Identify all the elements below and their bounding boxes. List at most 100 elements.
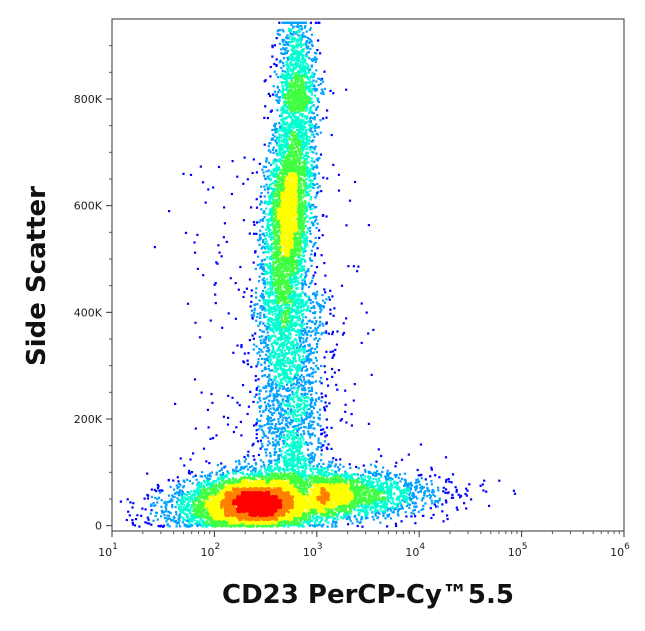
event-dot xyxy=(292,33,295,36)
event-dot xyxy=(271,414,274,417)
event-dot xyxy=(276,168,279,171)
event-dot xyxy=(309,146,313,149)
event-dot xyxy=(317,302,320,306)
event-dot xyxy=(240,467,243,470)
event-dot xyxy=(280,343,283,346)
event-dot xyxy=(360,302,363,305)
event-dot xyxy=(300,374,303,377)
event-dot xyxy=(284,454,287,458)
event-dot xyxy=(278,307,281,310)
event-dot xyxy=(254,332,257,335)
event-dot xyxy=(295,44,298,47)
event-dot xyxy=(285,370,288,373)
event-dot xyxy=(272,356,275,359)
event-dot xyxy=(243,455,246,459)
event-dot xyxy=(275,164,278,167)
event-dot xyxy=(304,426,307,429)
event-dot xyxy=(253,467,256,470)
event-dot xyxy=(290,111,293,114)
event-dot xyxy=(386,500,390,503)
event-dot xyxy=(275,64,278,67)
event-dot xyxy=(255,345,258,348)
event-dot xyxy=(305,71,308,74)
event-dot xyxy=(184,524,187,527)
event-dot xyxy=(308,374,311,377)
event-dot xyxy=(306,85,309,89)
event-dot xyxy=(232,468,235,471)
event-dot xyxy=(296,40,299,43)
event-dot xyxy=(225,475,228,478)
event-dot xyxy=(291,383,294,386)
event-dot xyxy=(275,353,278,356)
event-dot xyxy=(356,270,359,273)
event-dot xyxy=(321,80,325,83)
event-dot xyxy=(261,278,264,281)
event-dot xyxy=(264,301,267,304)
event-dot xyxy=(269,287,272,290)
event-dot xyxy=(300,407,303,410)
event-dot xyxy=(263,467,267,470)
event-dot xyxy=(437,500,440,503)
event-dot xyxy=(434,500,437,503)
event-dot xyxy=(175,520,178,523)
event-dot xyxy=(277,383,281,387)
event-dot xyxy=(386,509,389,512)
event-dot xyxy=(271,300,274,303)
event-dot xyxy=(259,399,262,402)
event-dot xyxy=(295,312,298,315)
event-dot xyxy=(281,76,285,79)
event-dot xyxy=(284,329,287,333)
event-dot xyxy=(322,176,325,179)
event-dot xyxy=(413,495,416,499)
event-dot xyxy=(271,335,274,338)
event-dot xyxy=(317,367,320,371)
event-dot xyxy=(262,269,265,272)
event-dot xyxy=(314,282,317,286)
event-dot xyxy=(349,513,352,516)
event-dot xyxy=(317,439,320,442)
event-dot xyxy=(291,364,294,368)
event-dot xyxy=(177,518,180,521)
event-dot xyxy=(299,459,302,462)
event-dot xyxy=(307,77,310,80)
event-dot xyxy=(315,206,318,209)
event-dot xyxy=(263,234,266,237)
event-dot xyxy=(261,263,264,266)
event-dot xyxy=(308,37,311,40)
event-dot xyxy=(293,59,296,62)
event-dot xyxy=(271,381,274,384)
event-dot xyxy=(224,465,227,468)
event-dot xyxy=(217,478,220,481)
event-dot xyxy=(278,137,281,140)
event-dot xyxy=(303,365,306,368)
event-dot xyxy=(259,219,262,222)
event-dot xyxy=(183,464,186,467)
event-dot xyxy=(242,467,245,470)
event-dot xyxy=(275,73,278,76)
event-dot xyxy=(214,480,218,483)
event-dot xyxy=(368,477,371,480)
event-dot xyxy=(199,475,202,478)
event-dot xyxy=(272,159,275,162)
event-dot xyxy=(306,299,309,302)
event-dot xyxy=(269,455,272,458)
event-dot xyxy=(259,459,262,462)
event-dot xyxy=(179,491,182,494)
event-dot xyxy=(303,387,306,390)
event-dot xyxy=(278,468,282,471)
event-dot xyxy=(306,231,309,234)
event-dot xyxy=(311,179,314,182)
event-dot xyxy=(303,277,306,281)
event-dot xyxy=(315,327,318,331)
event-dot xyxy=(330,447,333,450)
event-dot xyxy=(286,346,289,349)
event-dot xyxy=(265,207,268,210)
event-dot xyxy=(300,269,303,272)
event-dot xyxy=(263,358,267,361)
event-dot xyxy=(186,493,189,496)
event-dot xyxy=(305,302,308,305)
event-dot xyxy=(314,129,317,132)
event-dot xyxy=(176,487,179,490)
event-dot xyxy=(301,380,304,383)
event-dot xyxy=(314,453,317,456)
